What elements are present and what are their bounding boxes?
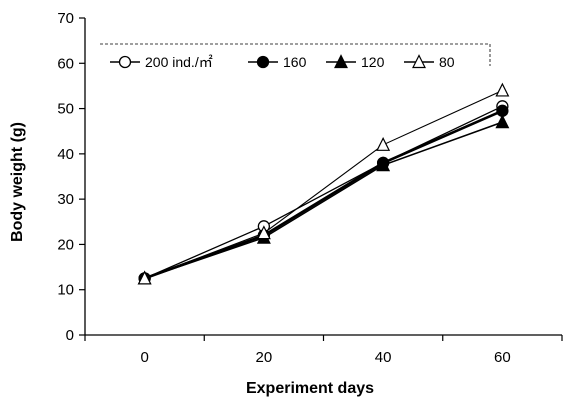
legend-label: 200 ind./㎡ xyxy=(145,54,213,70)
x-tick-label: 60 xyxy=(494,349,511,366)
data-point xyxy=(376,157,391,172)
x-tick-label: 40 xyxy=(375,349,392,366)
data-point xyxy=(495,82,510,97)
x-tick-label: 20 xyxy=(256,349,273,366)
y-tick-label: 50 xyxy=(57,101,74,118)
y-axis-title: Body weight (g) xyxy=(9,122,26,242)
legend-label: 120 xyxy=(361,54,385,70)
data-point xyxy=(412,54,426,69)
legend-label: 160 xyxy=(283,54,307,70)
y-tick-label: 40 xyxy=(57,146,74,163)
y-tick-label: 20 xyxy=(57,236,74,253)
x-axis-title: Experiment days xyxy=(246,380,374,397)
data-point xyxy=(334,54,348,69)
legend-border xyxy=(100,43,491,66)
y-tick-label: 30 xyxy=(57,191,74,208)
x-tick-label: 0 xyxy=(140,349,148,366)
data-point xyxy=(376,136,391,151)
legend-label: 80 xyxy=(439,54,455,70)
data-point xyxy=(118,55,132,69)
y-tick-label: 60 xyxy=(57,55,74,72)
data-point xyxy=(256,225,271,240)
data-point xyxy=(495,114,510,129)
series-line xyxy=(144,121,503,280)
series-line xyxy=(144,105,503,279)
y-tick-label: 0 xyxy=(66,327,74,344)
y-tick-label: 70 xyxy=(57,10,74,27)
series-line xyxy=(144,109,503,280)
data-point xyxy=(137,270,152,285)
series-line xyxy=(144,89,503,279)
legend: 200 ind./㎡ 160 120 80 xyxy=(100,43,491,70)
data-point xyxy=(256,55,270,69)
series-layer xyxy=(137,82,510,285)
axes: 0 10 20 30 40 50 60 70 0 20 40 60 xyxy=(57,10,563,366)
y-tick-label: 10 xyxy=(57,282,74,299)
